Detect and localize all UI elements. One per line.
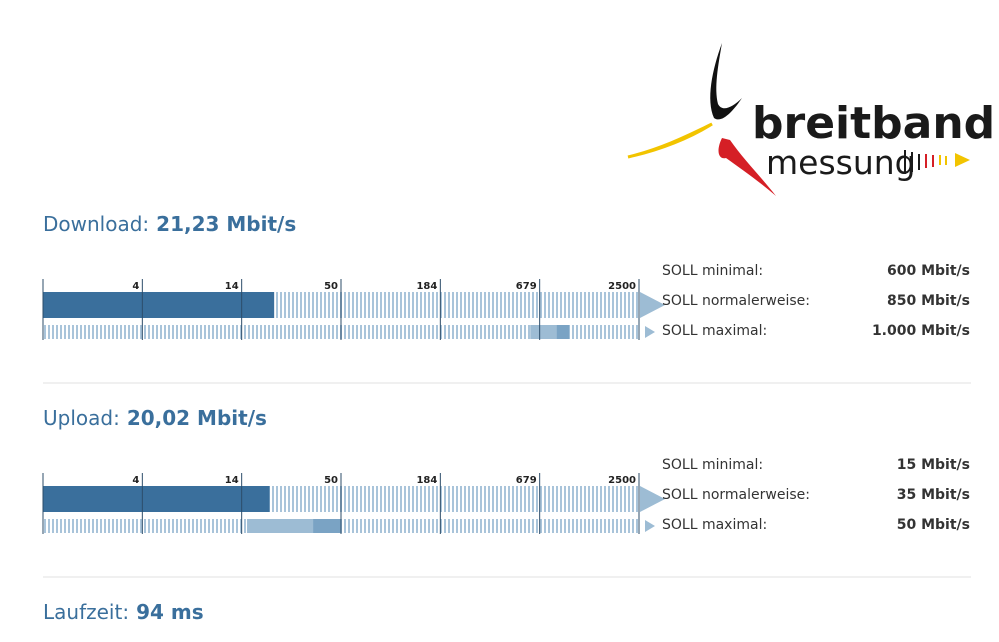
section-label: Download: (43, 212, 149, 236)
section-title: Download: 21,23 Mbit/s (43, 212, 296, 236)
target-range-max (556, 325, 570, 339)
section-label: Laufzeit: (43, 600, 129, 624)
scale-tick-label: 679 (516, 475, 537, 486)
logo-line1: breitband (752, 98, 995, 149)
logo-line2: messung (766, 143, 916, 182)
logo-swoosh-red (718, 138, 776, 196)
section-result: 94 ms (136, 600, 204, 624)
scale-tick-label: 14 (225, 281, 239, 292)
section-label: Upload: (43, 406, 120, 430)
scale-tick-label: 679 (516, 281, 537, 292)
target-label: SOLL maximal: (662, 517, 767, 533)
target-label: SOLL maximal: (662, 323, 767, 339)
section-result: 20,02 Mbit/s (127, 406, 267, 430)
target-label: SOLL minimal: (662, 263, 763, 279)
target-arrow (645, 520, 655, 532)
scale-tick-label: 184 (416, 475, 437, 486)
scale-tick-label: 2500 (608, 475, 636, 486)
section-title: Upload: 20,02 Mbit/s (43, 406, 267, 430)
logo-swoosh-black (710, 43, 742, 120)
content: Download: 21,23 Mbit/s 4 14 50 184 679 2500 SOLL… (42, 212, 971, 624)
target-label: SOLL minimal: (662, 457, 763, 473)
target-label: SOLL normalerweise: (662, 487, 810, 503)
target-value: 850 Mbit/s (887, 293, 970, 309)
target-range-normal (247, 519, 314, 533)
meter: 4 14 50 184 679 2500 SOLL minimal: 15 Mbit/s SOL… (42, 457, 970, 534)
target-label: SOLL normalerweise: (662, 293, 810, 309)
scale-tick-label: 184 (416, 281, 437, 292)
target-value: 15 Mbit/s (897, 457, 970, 473)
result-bar (43, 486, 270, 512)
logo-bars (904, 150, 970, 174)
section-result: 21,23 Mbit/s (156, 212, 296, 236)
target-value: 35 Mbit/s (897, 487, 970, 503)
target-value: 50 Mbit/s (897, 517, 970, 533)
target-value: 600 Mbit/s (887, 263, 970, 279)
scale-tick-label: 2500 (608, 281, 636, 292)
logo-swoosh-yellow (627, 122, 713, 159)
section-title: Laufzeit: 94 ms (43, 600, 204, 624)
meter-arrow (640, 486, 665, 512)
scale-tick-label: 50 (324, 475, 338, 486)
scale-tick-label: 4 (132, 281, 139, 292)
meter: 4 14 50 184 679 2500 SOLL minimal: 600 Mbit/s SO… (42, 263, 970, 340)
result-bar (43, 292, 275, 318)
scale-tick-label: 14 (225, 475, 239, 486)
scale-tick-label: 4 (132, 475, 139, 486)
target-arrow (645, 326, 655, 338)
logo: breitband messung (627, 43, 995, 196)
target-value: 1.000 Mbit/s (872, 323, 970, 339)
meter-arrow (640, 292, 665, 318)
scale-tick-label: 50 (324, 281, 338, 292)
target-range-max (313, 519, 341, 533)
target-range-normal (530, 325, 557, 339)
